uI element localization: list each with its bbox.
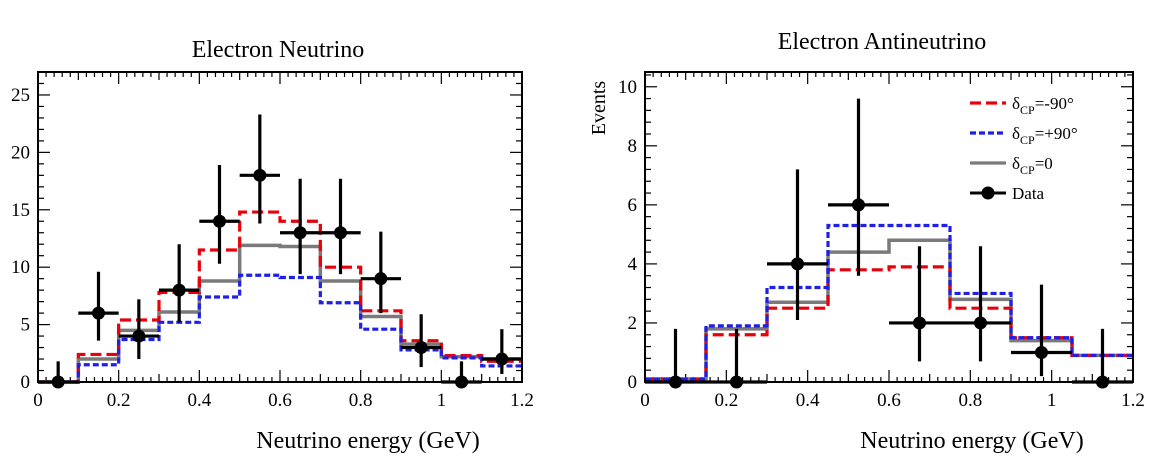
- y-tick-label: 25: [11, 85, 30, 106]
- data-point: [159, 244, 200, 323]
- x-tick-label: 0.2: [107, 390, 131, 411]
- x-axis-label: Neutrino energy (GeV): [256, 428, 479, 454]
- data-point: [38, 361, 79, 389]
- y-tick-label: 0: [628, 372, 638, 393]
- x-tick-label: 0.6: [877, 390, 901, 411]
- x-tick-label: 1: [1047, 390, 1057, 411]
- series-zero-histogram: [645, 238, 1133, 381]
- data-point: [441, 361, 482, 389]
- data-marker: [172, 283, 186, 297]
- plot-area: 0 0.2 0.4 0.6 0.8 1 1.2 0 2 4 6 8 10: [618, 71, 1145, 411]
- data-marker: [293, 226, 307, 240]
- data-marker: [1035, 345, 1048, 359]
- y-tick-label: 0: [21, 372, 31, 393]
- data-point: [320, 178, 361, 275]
- chart-title: Electron Antineutrino: [778, 29, 987, 55]
- x-tick-label: 1.2: [1121, 390, 1145, 411]
- x-tick-label: 0.2: [714, 390, 738, 411]
- legend: δCP=-90° δCP=+90° δCP=0 Data: [970, 94, 1078, 203]
- y-tick-label: 10: [618, 77, 637, 98]
- x-axis-label: Neutrino energy (GeV): [860, 428, 1083, 454]
- data-marker: [852, 198, 865, 212]
- series-minus90-histogram: [38, 210, 522, 384]
- x-tick-label: 0: [640, 390, 650, 411]
- y-tick-label: 2: [628, 313, 638, 334]
- data-marker: [253, 168, 267, 182]
- x-tick-label: 0.6: [268, 390, 292, 411]
- plot-area: 0 0.2 0.4 0.6 0.8 1 1.2 0 5 10 15 20 25: [11, 71, 534, 411]
- y-tick-label: 5: [21, 315, 31, 336]
- x-tick-label: 0.8: [958, 390, 982, 411]
- legend-label: Data: [1012, 184, 1045, 203]
- data-point: [118, 299, 159, 360]
- x-tick-label: 0.4: [187, 390, 211, 411]
- plot-frame: [37, 71, 523, 383]
- legend-label: δCP=+90°: [1012, 124, 1078, 147]
- data-marker: [374, 272, 388, 286]
- data-point: [78, 271, 119, 341]
- legend-label: δCP=0: [1012, 154, 1053, 177]
- y-axis-label: Events: [588, 81, 610, 136]
- data-marker: [913, 316, 926, 330]
- data-marker: [132, 329, 146, 343]
- series-plus90-histogram: [38, 273, 522, 384]
- y-tick-label: 20: [11, 142, 30, 163]
- y-tick-label: 15: [11, 200, 30, 221]
- data-marker: [791, 257, 804, 271]
- data-point: [481, 329, 522, 374]
- x-tick-label: 0.8: [349, 390, 373, 411]
- data-marker: [213, 214, 226, 228]
- data-point: [1072, 328, 1133, 389]
- legend-marker: [981, 186, 995, 200]
- data-point: [767, 169, 828, 320]
- electron-neutrino-chart: Electron Neutrino 0 0.2 0.4 0.6 0.8 1 1.2 0 5 10 1…: [11, 37, 534, 454]
- data-point: [360, 231, 401, 314]
- data-point: [199, 165, 240, 264]
- electron-antineutrino-chart: Electron Antineutrino 0 0.2 0.4 0.6 0.8 1 1.20…: [588, 29, 1145, 454]
- series-plus90-histogram: [645, 223, 1133, 381]
- data-point: [706, 328, 767, 389]
- data-point: [401, 314, 442, 368]
- data-point: [1011, 284, 1072, 377]
- y-tick-label: 10: [11, 257, 30, 278]
- legend-item-zero: δCP=0: [970, 154, 1053, 177]
- legend-item-data: Data: [970, 184, 1045, 203]
- data-point: [828, 98, 889, 276]
- data-marker: [334, 226, 347, 240]
- data-marker: [974, 316, 987, 330]
- y-tick-label: 4: [628, 254, 638, 275]
- plot-frame: [644, 71, 1134, 383]
- data-point: [239, 114, 280, 224]
- x-tick-label: 0: [33, 390, 43, 411]
- x-tick-label: 1.2: [510, 390, 534, 411]
- data-point: [280, 178, 321, 275]
- y-tick-label: 6: [628, 195, 638, 216]
- legend-item-plus90: δCP=+90°: [970, 124, 1078, 147]
- legend-label: δCP=-90°: [1012, 94, 1074, 117]
- data-point: [950, 246, 1011, 362]
- data-marker: [414, 341, 428, 355]
- y-tick-label: 8: [628, 136, 638, 157]
- data-point: [889, 246, 950, 362]
- data-marker: [92, 306, 105, 320]
- legend-item-minus90: δCP=-90°: [970, 94, 1074, 117]
- tick-marks: [37, 71, 523, 383]
- chart-title: Electron Neutrino: [192, 37, 365, 63]
- x-tick-label: 0.4: [796, 390, 820, 411]
- data-marker: [495, 352, 509, 366]
- x-tick-label: 1: [437, 390, 447, 411]
